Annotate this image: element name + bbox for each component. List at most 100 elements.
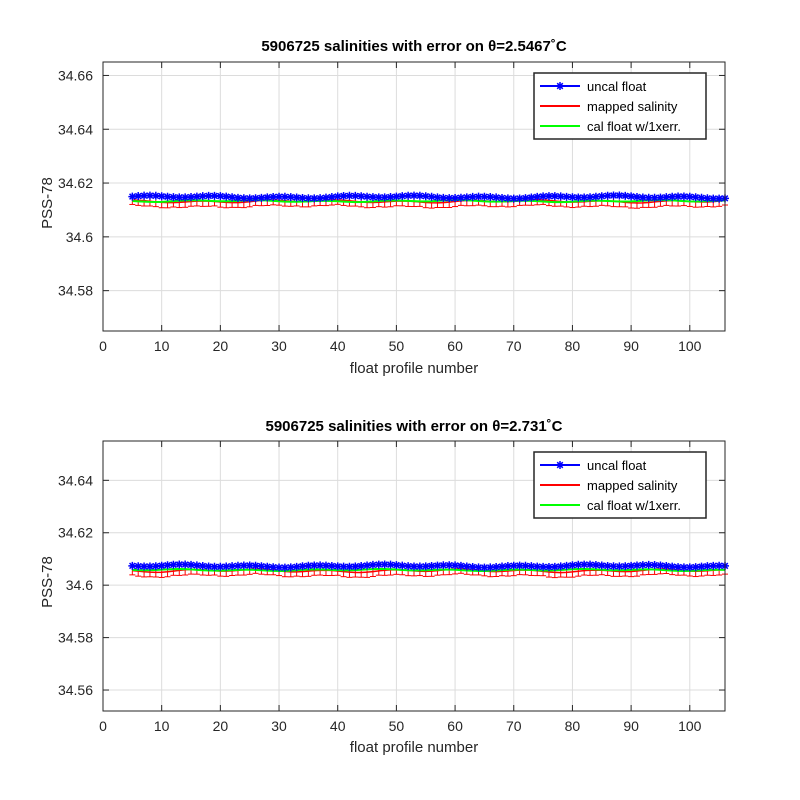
data-point-marker (456, 561, 465, 570)
data-point-marker (321, 561, 330, 570)
data-point-marker (157, 561, 166, 570)
data-point-marker (462, 193, 471, 202)
data-point-marker (251, 561, 260, 570)
data-point-marker (492, 193, 501, 202)
data-point-marker (615, 191, 624, 200)
data-point-marker (562, 561, 571, 570)
x-tick-label: 80 (565, 718, 581, 734)
data-point-marker (498, 562, 507, 571)
data-point-marker (357, 192, 366, 201)
data-point-marker (398, 192, 407, 201)
data-point-marker (392, 192, 401, 201)
data-point-marker (662, 193, 671, 202)
data-point-marker (656, 193, 665, 202)
data-point-marker (198, 192, 207, 201)
data-point-marker (386, 560, 395, 569)
data-point-marker (527, 562, 536, 571)
data-point-marker (591, 561, 600, 570)
data-point-marker (679, 192, 688, 201)
data-point-marker (650, 561, 659, 570)
data-point-marker (157, 192, 166, 201)
y-tick-label: 34.64 (58, 121, 93, 137)
data-point-marker (181, 560, 190, 569)
data-point-marker (181, 193, 190, 202)
data-point-marker (128, 192, 137, 201)
data-point-marker (286, 563, 295, 572)
data-point-marker (210, 562, 219, 571)
data-point-marker (521, 194, 530, 203)
x-tick-label: 20 (213, 718, 229, 734)
data-point-marker (668, 192, 677, 201)
data-point-marker (415, 562, 424, 571)
data-point-marker (515, 194, 524, 203)
y-tick-label: 34.62 (58, 525, 93, 541)
data-point-marker (621, 562, 630, 571)
data-point-marker (632, 192, 641, 201)
data-point-marker (544, 192, 553, 201)
data-point-marker (474, 563, 483, 572)
data-point-marker (679, 563, 688, 572)
data-point-marker (222, 562, 231, 571)
data-point-marker (574, 560, 583, 569)
data-point-marker (715, 194, 724, 203)
data-point-marker (521, 561, 530, 570)
data-point-marker (503, 562, 512, 571)
chart-top: 5906725 salinities with error on θ=2.546… (39, 38, 729, 377)
legend-label: cal float w/1xerr. (587, 119, 681, 134)
data-point-marker (392, 561, 401, 570)
y-tick-label: 34.62 (58, 175, 93, 191)
x-tick-label: 40 (330, 338, 346, 354)
data-point-marker (433, 193, 442, 202)
x-tick-label: 60 (447, 718, 463, 734)
legend-label: mapped salinity (587, 478, 678, 493)
data-point-marker (140, 191, 149, 200)
data-point-marker (380, 193, 389, 202)
data-point-marker (697, 562, 706, 571)
data-point-marker (427, 561, 436, 570)
data-point-marker (486, 563, 495, 572)
data-point-marker (644, 560, 653, 569)
data-point-marker (439, 561, 448, 570)
data-point-marker (445, 561, 454, 570)
data-point-marker (327, 193, 336, 202)
data-point-marker (163, 192, 172, 201)
data-point-marker (597, 561, 606, 570)
y-tick-label: 34.64 (58, 472, 93, 488)
data-point-marker (145, 562, 154, 571)
chart-title: 5906725 salinities with error on θ=2.546… (261, 38, 567, 55)
data-point-marker (703, 194, 712, 203)
data-point-marker (550, 192, 559, 201)
data-point-marker (169, 560, 178, 569)
data-point-marker (627, 192, 636, 201)
data-point-marker (562, 192, 571, 201)
data-point-marker (327, 561, 336, 570)
data-point-marker (251, 194, 260, 203)
data-point-marker (275, 563, 284, 572)
data-point-marker (345, 562, 354, 571)
data-point-marker (316, 194, 325, 203)
data-point-marker (580, 193, 589, 202)
x-tick-label: 0 (99, 338, 107, 354)
x-tick-label: 0 (99, 718, 107, 734)
chart-title: 5906725 salinities with error on θ=2.731… (266, 418, 563, 435)
data-point-marker (586, 193, 595, 202)
data-point-marker (550, 562, 559, 571)
data-point-marker (456, 193, 465, 202)
data-point-marker (134, 562, 143, 571)
x-tick-label: 90 (623, 718, 639, 734)
axes-frame (102, 61, 726, 332)
data-point-marker (568, 193, 577, 202)
data-point-marker (245, 561, 254, 570)
data-point-marker (415, 191, 424, 200)
data-point-marker (468, 563, 477, 572)
data-point-marker (621, 191, 630, 200)
data-point-marker (662, 562, 671, 571)
data-point-marker (175, 560, 184, 569)
data-point-marker (263, 193, 272, 202)
data-point-marker (169, 193, 178, 202)
legend-marker (556, 82, 564, 90)
data-point-marker (644, 193, 653, 202)
data-point-marker (492, 563, 501, 572)
data-point-marker (357, 562, 366, 571)
